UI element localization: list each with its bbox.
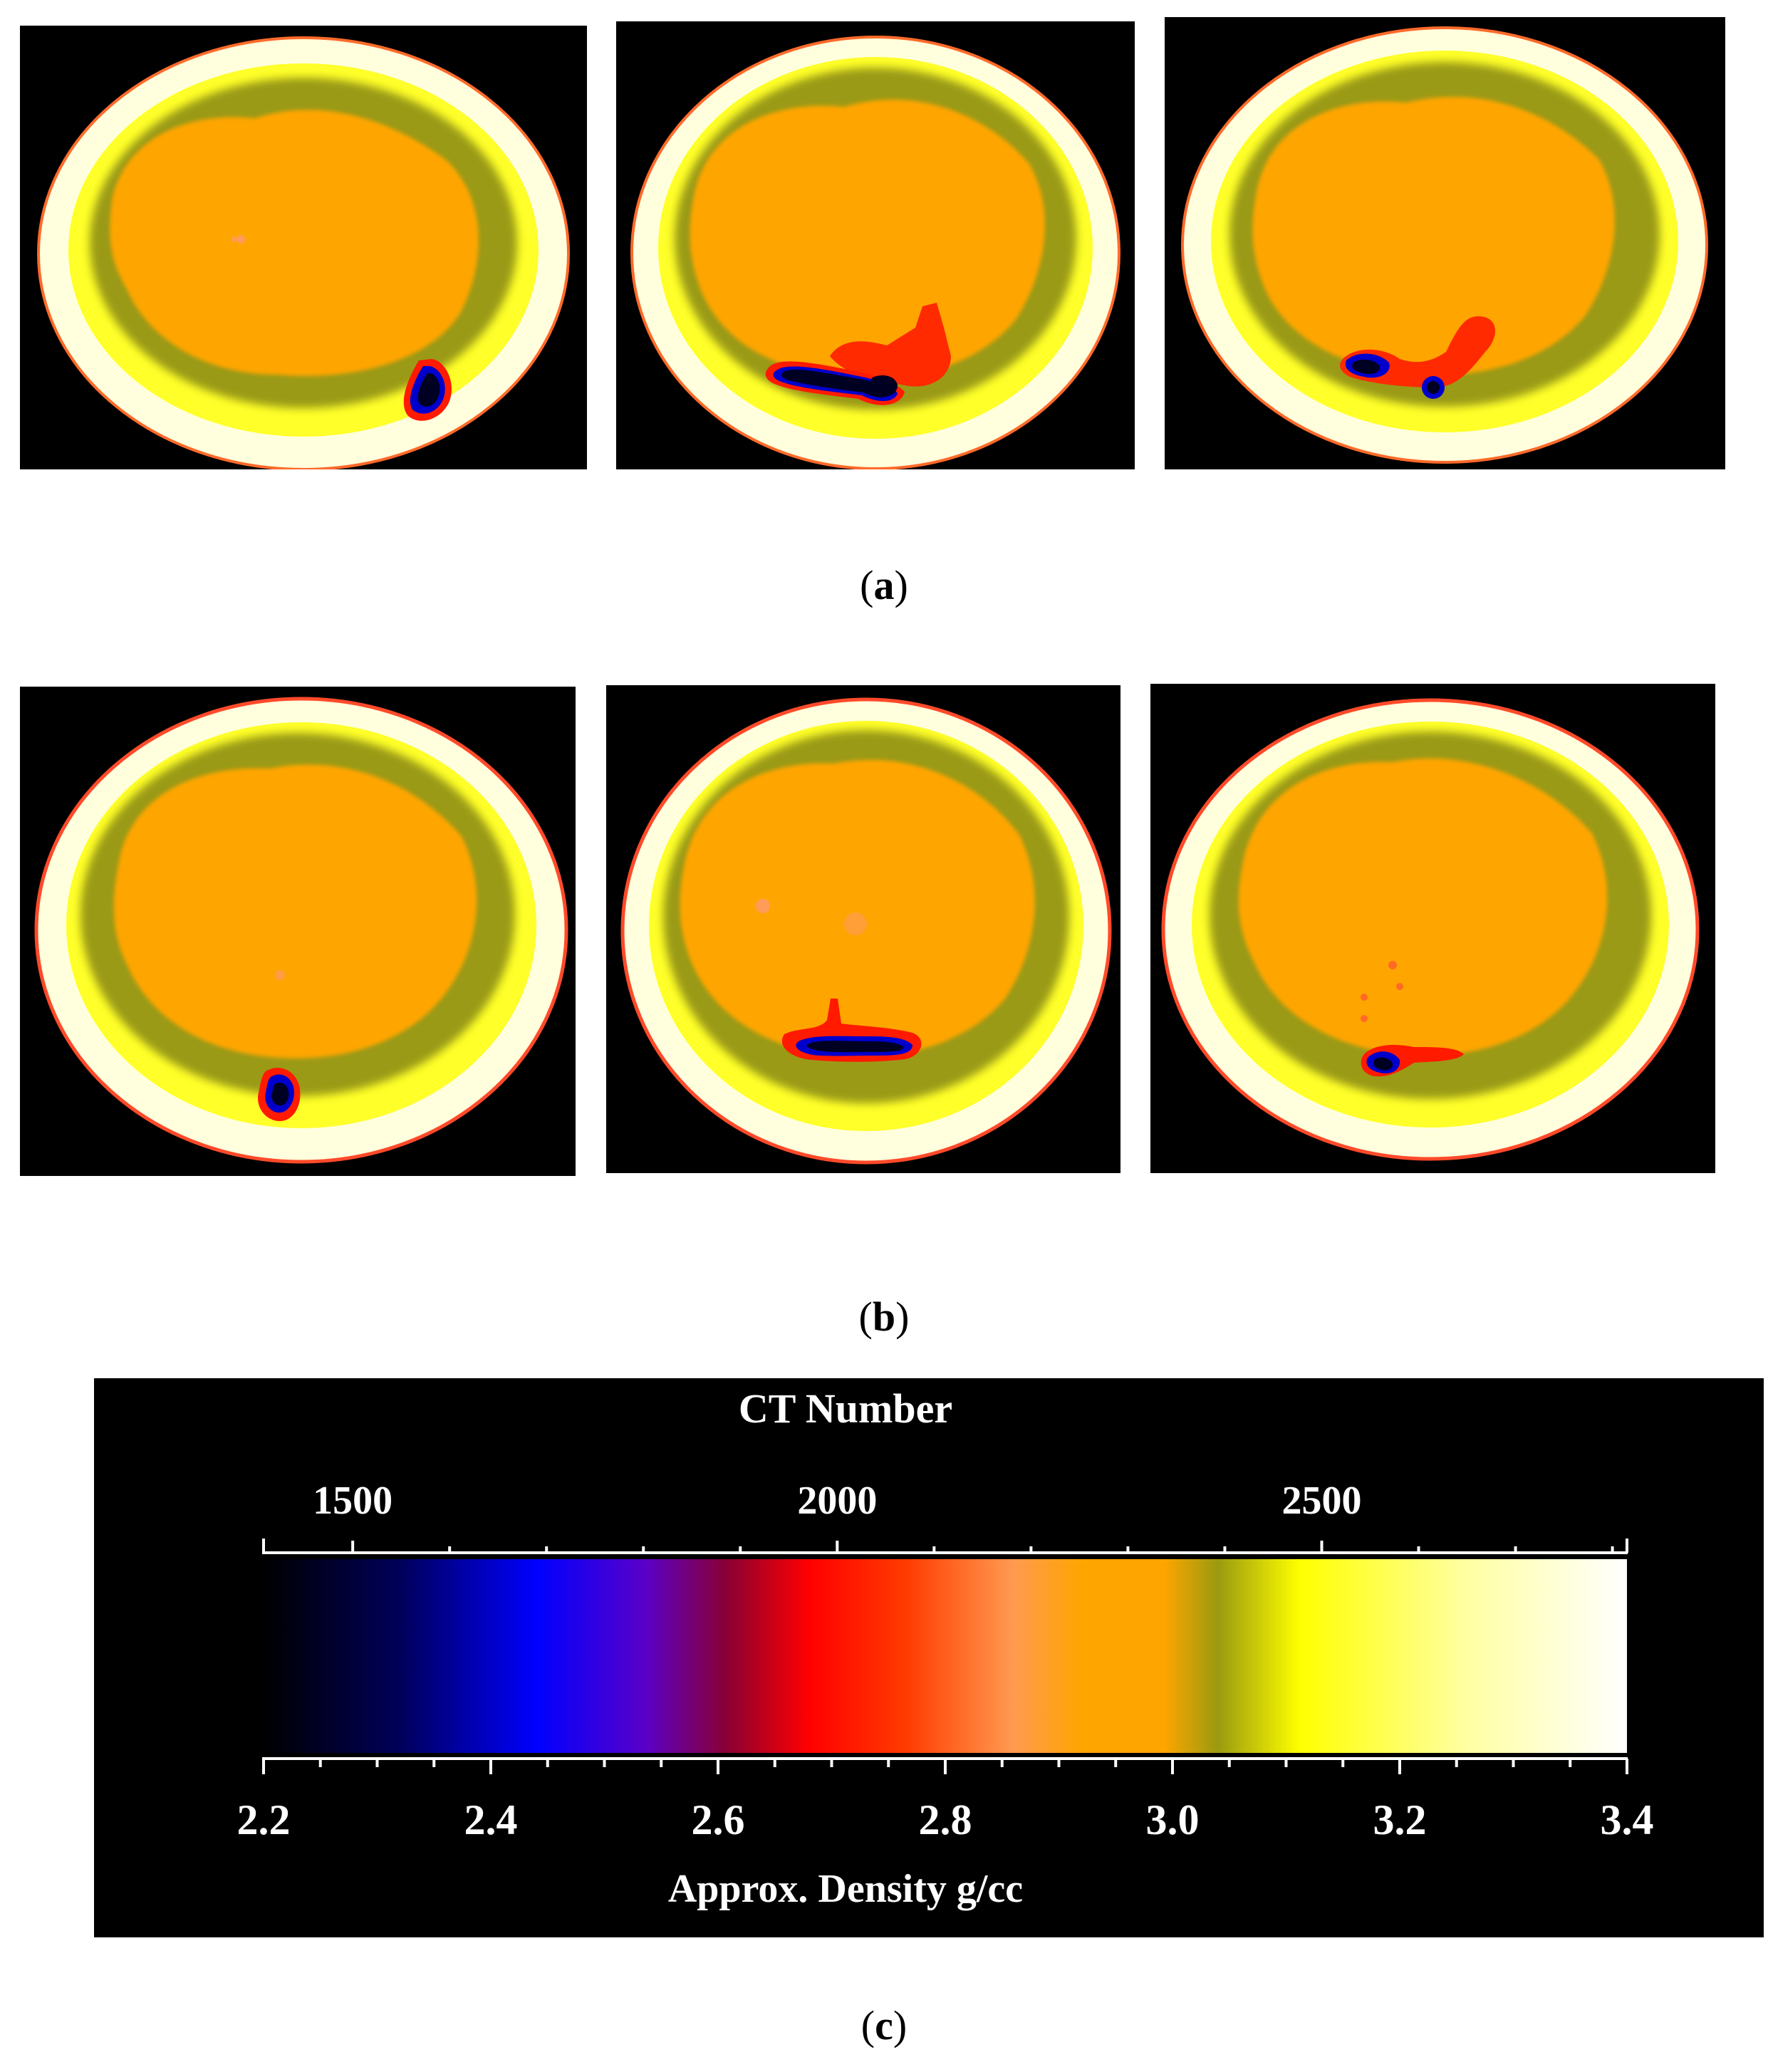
top-minor-ticks [262,1539,1628,1553]
ct-slice-a2 [616,21,1135,469]
ct-slice-b3 [1150,684,1715,1173]
bottom-tick-label: 3.0 [1146,1796,1200,1843]
bottom-ticks [262,1759,1628,1774]
ct-slice-b1 [20,687,576,1176]
top-tick-labels: 1500 2000 2500 [313,1479,1361,1523]
ct-slice-a2-image [630,36,1120,469]
top-tick-label: 1500 [313,1479,392,1523]
bottom-tick-label: 3.4 [1601,1796,1654,1843]
ct-slice-b2-image [620,697,1112,1165]
ct-slice-b3-image [1161,698,1700,1161]
density-title: Approx. Density g/cc [668,1867,1023,1911]
bottom-tick-label: 2.6 [692,1796,745,1843]
colorbar-svg: CT Number 1500 2000 2500 2.2 2.4 2.6 2.8 3.0 3.… [237,1385,1654,1911]
caption-a: (a) [860,562,908,608]
ct-number-title: CT Number [739,1385,952,1432]
bottom-tick-label: 3.2 [1373,1796,1427,1843]
bottom-tick-label: 2.2 [237,1796,291,1843]
top-tick-label: 2500 [1281,1479,1361,1523]
color-gradient-bar [264,1559,1627,1753]
caption-b: (b) [858,1293,910,1340]
bottom-tick-label: 2.8 [919,1796,972,1843]
caption-c: (c) [860,2002,908,2048]
density-colorbar: CT Number 1500 2000 2500 2.2 2.4 2.6 2.8 3.0 3.… [94,1378,1764,1937]
ct-slice-a1 [20,26,587,469]
caption-c-letter: c [875,2002,893,2048]
top-tick-label: 2000 [797,1479,877,1523]
bottom-tick-label: 2.4 [464,1796,518,1843]
ct-slice-a3 [1165,17,1725,469]
ct-slice-b1-image [34,697,568,1164]
caption-a-letter: a [873,562,895,608]
ct-slice-b2 [606,685,1120,1173]
caption-b-letter: b [872,1293,896,1340]
bottom-tick-labels: 2.2 2.4 2.6 2.8 3.0 3.2 3.4 [237,1796,1654,1843]
ct-slice-a3-image [1181,26,1708,464]
ct-slice-a1-image [37,36,570,469]
